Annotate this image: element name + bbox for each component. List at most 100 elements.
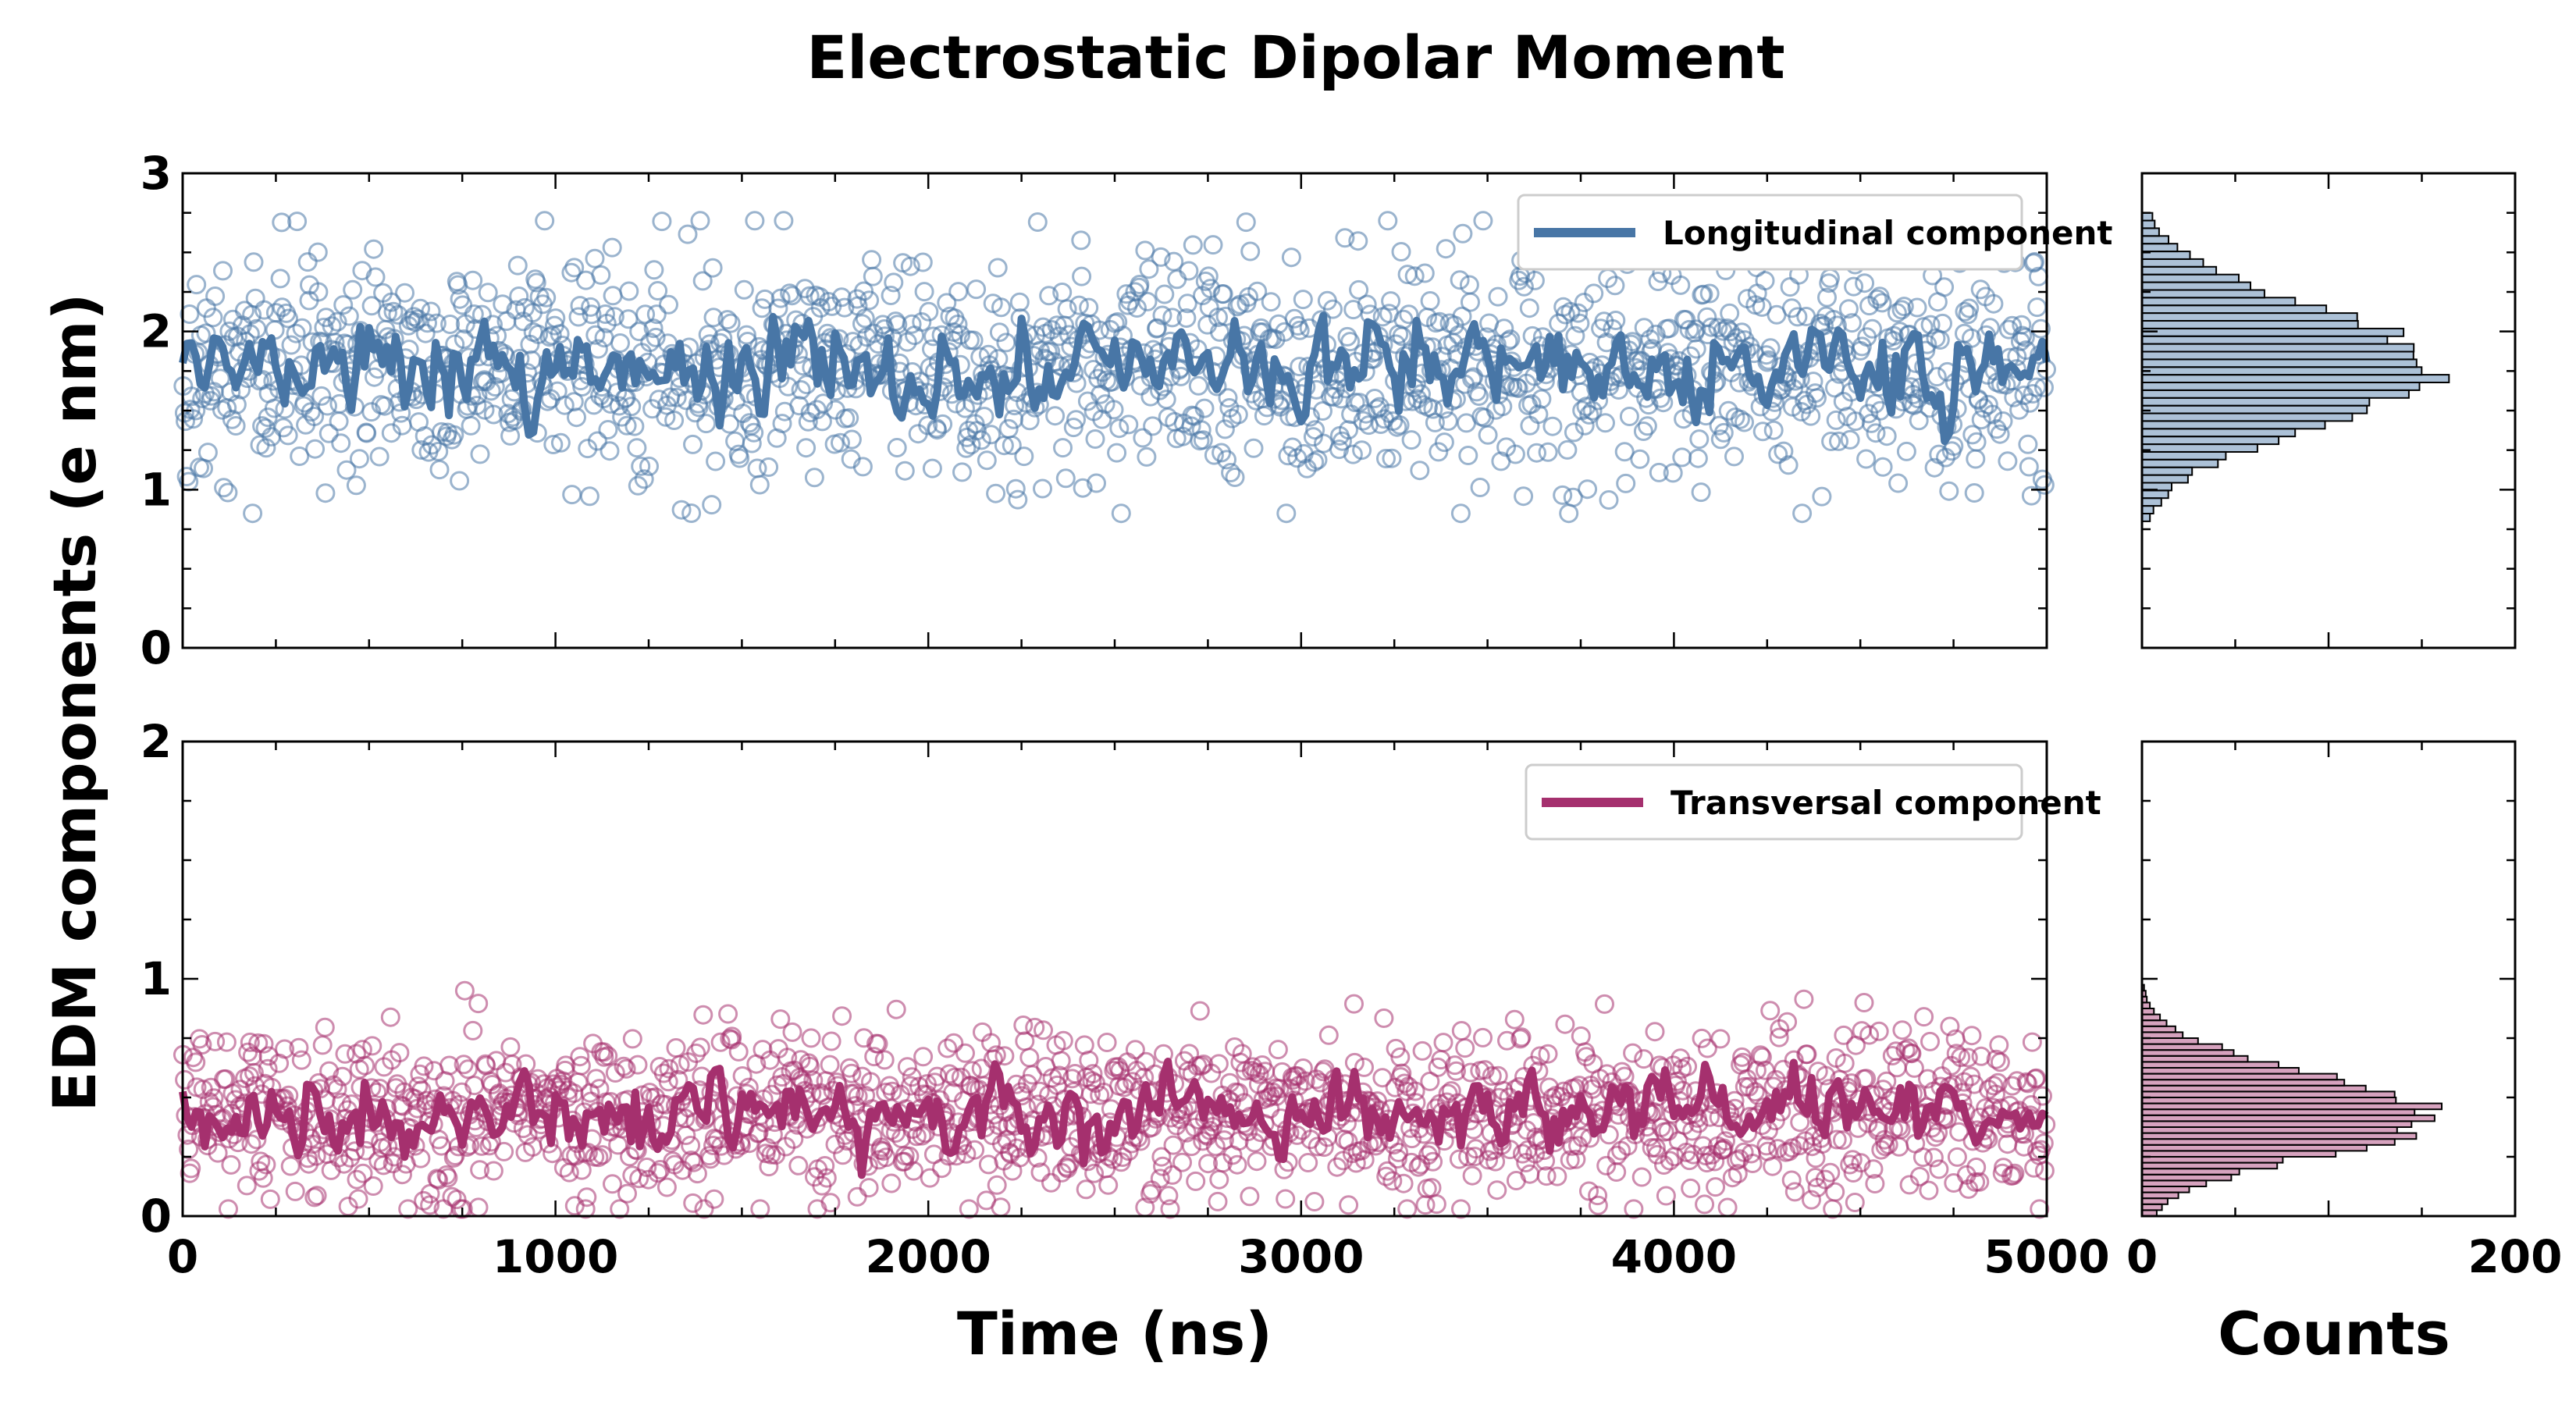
- hist-bar: [2141, 1108, 2416, 1116]
- scatter-point: [1404, 266, 1425, 286]
- scatter-point: [1346, 1153, 1366, 1173]
- scatter-point: [1389, 1142, 1409, 1162]
- scatter-point: [902, 314, 922, 334]
- scatter-point: [1423, 1151, 1443, 1172]
- scatter-point: [2003, 1165, 2023, 1186]
- scatter-point: [254, 1033, 274, 1054]
- hist-bar: [2141, 497, 2162, 507]
- scatter-point: [1450, 270, 1470, 290]
- scatter-point: [948, 315, 968, 334]
- scatter-point: [1072, 266, 1092, 286]
- scatter-point: [500, 1037, 521, 1057]
- scatter-point: [959, 1199, 979, 1219]
- transversal-ticks: [181, 740, 2048, 1218]
- scatter-point: [1344, 994, 1364, 1014]
- hist-bar: [2141, 1055, 2249, 1063]
- scatter-point: [1720, 303, 1740, 323]
- scatter-point: [1240, 241, 1261, 261]
- scatter-point: [1221, 463, 1241, 482]
- scatter-point: [447, 1190, 467, 1210]
- scatter-point: [1389, 415, 1410, 435]
- scatter-point: [526, 272, 546, 293]
- scatter-point: [2018, 434, 2038, 454]
- scatter-point: [1826, 410, 1846, 430]
- scatter-point: [339, 306, 359, 326]
- scatter-point: [393, 1165, 412, 1185]
- scatter-point: [717, 310, 738, 330]
- scatter-point: [420, 1195, 440, 1215]
- scatter-point: [1888, 473, 1909, 493]
- scatter-point: [1852, 336, 1872, 357]
- scatter-point: [183, 409, 204, 429]
- scatter-point: [987, 1175, 1007, 1195]
- scatter-point: [353, 1163, 373, 1183]
- scatter-point: [264, 398, 284, 418]
- scatter-point: [1201, 279, 1221, 299]
- scatter-point: [362, 1036, 382, 1056]
- scatter-point: [1579, 404, 1599, 425]
- scatter-point: [815, 1156, 835, 1176]
- scatter-point: [1298, 1153, 1318, 1172]
- scatter-point: [1609, 380, 1629, 400]
- scatter-point: [1701, 317, 1721, 337]
- scatter-point: [1208, 1054, 1229, 1074]
- hist-bar: [2141, 1102, 2443, 1111]
- scatter-point: [312, 1035, 333, 1055]
- scatter-point: [619, 281, 639, 301]
- scatter-point: [1066, 410, 1086, 430]
- scatter-point: [602, 237, 622, 258]
- scatter-point: [1851, 1153, 1871, 1173]
- hist-bar: [2141, 1072, 2338, 1081]
- scatter-point: [1758, 1120, 1778, 1140]
- scatter-point: [648, 281, 668, 301]
- scatter-point: [579, 486, 600, 507]
- scatter-point: [2031, 318, 2051, 339]
- y-tick-label: 2: [141, 305, 172, 358]
- scatter-point: [1186, 1171, 1206, 1191]
- scatter-point: [1498, 331, 1518, 351]
- scatter-point: [1854, 993, 1874, 1012]
- scatter-point: [567, 407, 586, 428]
- hist-bar: [2141, 350, 2414, 361]
- hist-bar: [2141, 1150, 2337, 1158]
- scatter-point: [1053, 1030, 1073, 1051]
- scatter-point: [1532, 389, 1552, 409]
- scatter-point: [1097, 1033, 1117, 1052]
- scatter-point: [1112, 1147, 1133, 1167]
- scatter-point: [1914, 1007, 1934, 1027]
- scatter-point: [987, 258, 1008, 278]
- scatter-point: [1990, 1052, 2010, 1072]
- hist-bar: [2141, 243, 2179, 253]
- scatter-point: [1357, 294, 1377, 315]
- scatter-point: [1071, 230, 1091, 251]
- scatter-point: [327, 1079, 347, 1099]
- scatter-point: [994, 1046, 1015, 1066]
- y-tick-label: 0: [141, 1190, 172, 1243]
- scatter-point: [1152, 305, 1172, 325]
- scatter-point: [1962, 1026, 1982, 1046]
- hist-bar: [2141, 212, 2154, 222]
- scatter-point: [1691, 482, 1711, 503]
- scatter-point: [1154, 1044, 1173, 1064]
- scatter-point: [197, 443, 218, 463]
- scatter-point: [1572, 1127, 1592, 1147]
- scatter-point: [1834, 1053, 1855, 1073]
- scatter-point: [1672, 447, 1692, 468]
- hist-bar: [2141, 1186, 2190, 1193]
- scatter-point: [305, 439, 326, 459]
- scatter-point: [290, 446, 310, 466]
- scatter-point: [671, 500, 692, 520]
- scatter-point: [292, 318, 312, 338]
- scatter-point: [564, 1196, 585, 1216]
- scatter-point: [2021, 486, 2041, 506]
- scatter-point: [1827, 1129, 1847, 1150]
- scatter-point: [1919, 1180, 1939, 1200]
- scatter-point: [2002, 315, 2023, 336]
- scatter-point: [1111, 503, 1131, 524]
- scatter-point: [1983, 404, 2003, 425]
- scatter-point: [839, 408, 859, 428]
- scatter-point: [1135, 240, 1155, 261]
- scatter-point: [1596, 413, 1615, 433]
- scatter-point: [1954, 1072, 1974, 1092]
- x-tick-label: 1000: [493, 1230, 618, 1283]
